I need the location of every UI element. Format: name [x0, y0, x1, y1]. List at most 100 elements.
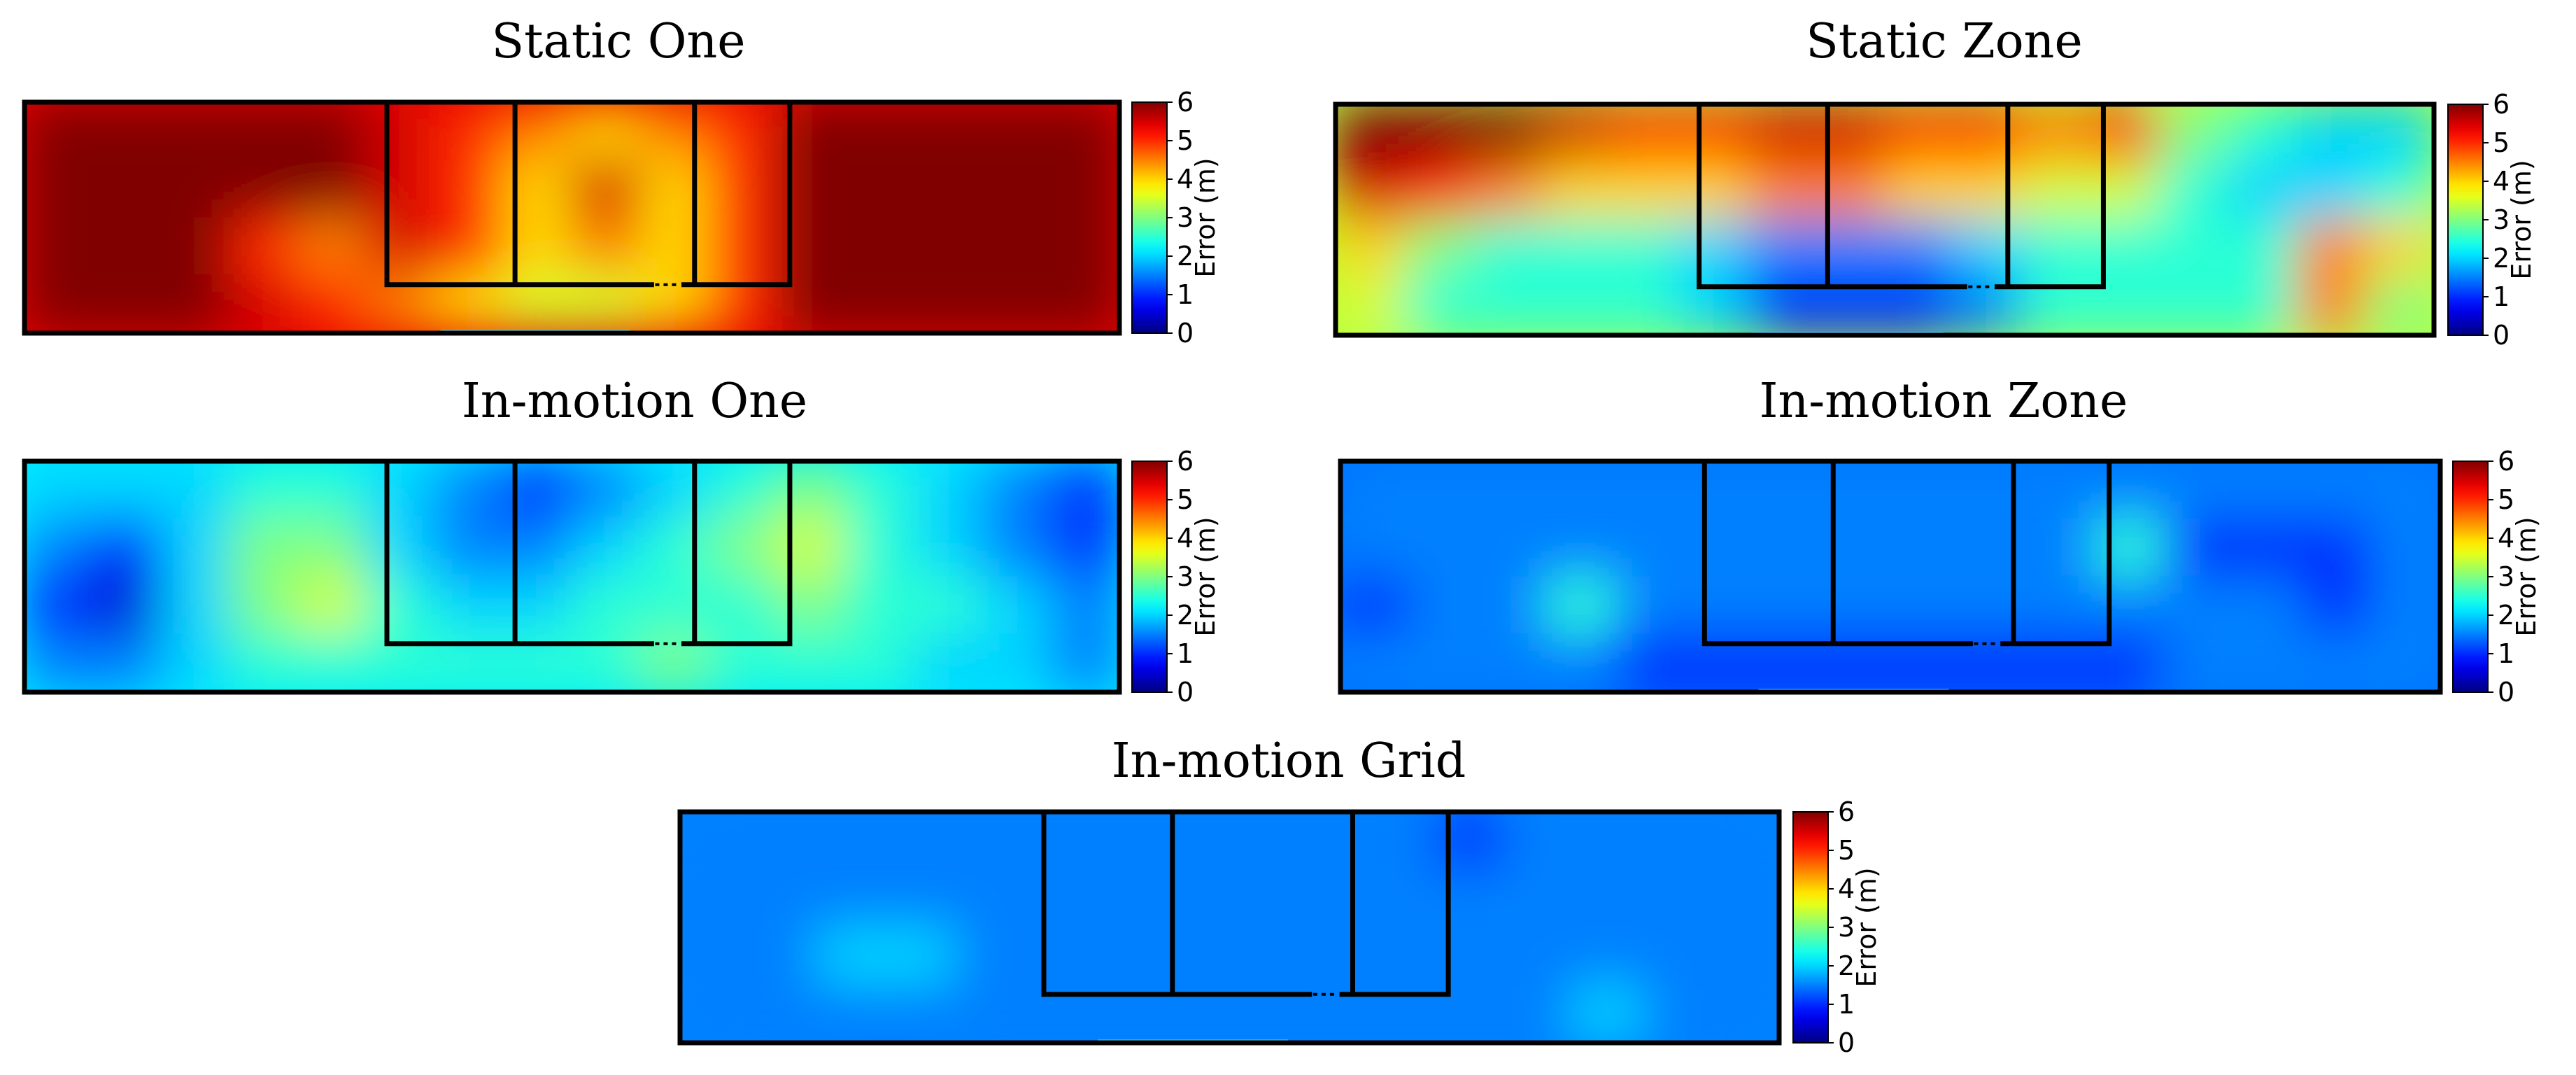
heatmap-cell	[1472, 219, 1543, 279]
heatmap-cell	[776, 159, 847, 218]
heatmap-cell	[229, 159, 299, 218]
colorbar-gradient	[2452, 461, 2489, 693]
heatmap-cell	[1884, 104, 1955, 163]
heatmap-field	[24, 461, 1119, 692]
heatmap-cell	[1541, 276, 1611, 335]
heatmap-cell	[1435, 927, 1506, 986]
heatmap-cell	[366, 576, 436, 635]
heatmap-cell	[982, 217, 1052, 276]
heatmap-panel-3: In-motion One 0 1 2 3 4 5 6 Error (m)	[22, 374, 1221, 708]
heatmap-cell	[708, 102, 778, 161]
heatmap-cell	[1709, 927, 1779, 986]
heatmap-cell	[1340, 576, 1410, 635]
heatmap-cell	[816, 927, 887, 986]
heatmap-cell	[297, 217, 368, 276]
colorbar-tick-label: 2	[1838, 950, 1855, 981]
heatmap-cell	[2021, 219, 2092, 279]
heatmap-cell	[680, 984, 750, 1043]
heatmap-cell	[1477, 633, 1548, 692]
heatmap-cell	[24, 633, 94, 692]
heatmap-cell	[297, 274, 368, 333]
heatmap-cell	[954, 984, 1024, 1043]
heatmap-cell	[2095, 576, 2166, 635]
heatmap-cell	[1297, 869, 1368, 928]
heatmap-cell	[24, 159, 94, 218]
heatmap-cell	[434, 159, 504, 218]
heatmap-cell	[1678, 219, 1748, 279]
floor-plan-outline	[384, 102, 793, 288]
heatmap-cell	[1541, 219, 1611, 279]
panel-frame	[677, 809, 1782, 1046]
heatmap-cell	[844, 518, 915, 577]
floor-plan-outline	[1697, 104, 2106, 290]
heatmap-cell	[1472, 161, 1543, 220]
heatmap-cell	[92, 461, 162, 520]
colorbar-tick-label: 3	[1838, 912, 1855, 943]
heatmap-cell	[366, 461, 436, 520]
colorbar: 0 1 2 3 4 5 6 Error (m)	[1792, 796, 1882, 1058]
heatmap-cell	[776, 576, 847, 635]
heatmap-cell	[1572, 869, 1643, 928]
colorbar-gradient	[1131, 101, 1168, 334]
heatmap-cell	[2158, 276, 2229, 335]
heatmap-cell	[1435, 869, 1506, 928]
heatmap-cell	[434, 102, 504, 161]
heatmap-cell	[24, 461, 94, 520]
heatmap-cell	[1229, 812, 1299, 871]
colorbar-label: Error (m)	[1190, 517, 1221, 636]
heatmap-cell	[913, 102, 984, 161]
heatmap-cell	[1503, 984, 1574, 1043]
colorbar-tick-label: 2	[1177, 241, 1194, 272]
heatmap-cell	[92, 633, 162, 692]
colorbar-tick-label: 1	[2493, 281, 2510, 312]
heatmap-cell	[2227, 161, 2298, 220]
heatmap-cell	[366, 518, 436, 577]
heatmap-cell	[2090, 219, 2160, 279]
heatmap-cell	[1958, 518, 2029, 577]
heatmap-cell	[1091, 927, 1162, 986]
heatmap-cell	[1366, 927, 1437, 986]
heatmap-cell	[160, 102, 231, 161]
heatmap-cell	[1408, 633, 1479, 692]
heatmap-cell	[2364, 219, 2434, 279]
colorbar-tick-label: 2	[1177, 600, 1194, 631]
colorbar: 0 1 2 3 4 5 6 Error (m)	[2452, 446, 2542, 708]
heatmap-cell	[160, 576, 231, 635]
colorbar-tick-label: 4	[2498, 523, 2514, 554]
heatmap-cell	[913, 461, 984, 520]
heatmap-cell	[2227, 104, 2298, 163]
heatmap-field	[680, 812, 1779, 1043]
heatmap-cell	[844, 217, 915, 276]
heatmap-cell	[639, 217, 710, 276]
colorbar-tick-label: 6	[2498, 446, 2514, 477]
heatmap-cell	[160, 518, 231, 577]
heatmap-cell	[2027, 461, 2097, 520]
heatmap-cell	[1403, 276, 1474, 335]
heatmap-cell	[2165, 461, 2235, 520]
colorbar-tick-label: 6	[1177, 446, 1194, 477]
heatmap-cell	[1340, 518, 1410, 577]
heatmap-cell	[1545, 461, 1616, 520]
heatmap-cell	[1503, 812, 1574, 871]
heatmap-cell	[982, 102, 1052, 161]
heatmap-cell	[1746, 219, 1817, 279]
colorbar-tick-label: 3	[2493, 204, 2510, 235]
heatmap-cell	[1050, 576, 1119, 635]
heatmap-cell	[1572, 927, 1643, 986]
heatmap-cell	[297, 461, 368, 520]
heatmap-cell	[913, 274, 984, 333]
heatmap-cell	[1615, 576, 1685, 635]
heatmap-cell	[1683, 461, 1754, 520]
heatmap-cell	[229, 217, 299, 276]
heatmap-cell	[571, 217, 642, 276]
heatmap-cell	[1403, 161, 1474, 220]
heatmap-cell	[2027, 576, 2097, 635]
heatmap-cell	[366, 217, 436, 276]
heatmap-cell	[885, 869, 956, 928]
heatmap-cell	[1609, 104, 1680, 163]
heatmap-cell	[1953, 104, 2023, 163]
heatmap-cell	[1746, 104, 1817, 163]
heatmap-cell	[1615, 633, 1685, 692]
heatmap-cell	[1958, 576, 2029, 635]
